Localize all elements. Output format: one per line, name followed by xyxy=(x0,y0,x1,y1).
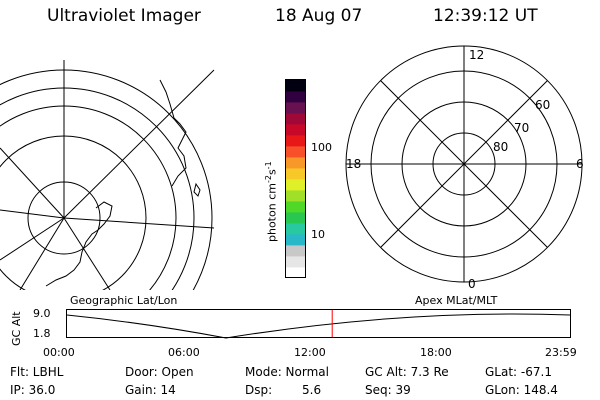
observation-date: 18 Aug 07 xyxy=(275,6,363,26)
colorbar-swatch xyxy=(285,234,306,246)
colorbar-tick-100: 100 xyxy=(311,141,332,154)
mlat-label-80: 80 xyxy=(493,140,508,154)
timeline-frame xyxy=(66,309,571,338)
colorbar-swatch xyxy=(285,223,306,235)
mlt-label-18: 18 xyxy=(346,157,361,171)
glat-status: GLat: -67.1 xyxy=(485,365,552,379)
meridian-line xyxy=(63,69,215,219)
colorbar-swatch xyxy=(285,80,306,92)
colorbar-swatch xyxy=(285,201,306,213)
coastline xyxy=(45,201,113,287)
dsp-value: 5.6 xyxy=(302,383,322,397)
colorbar-swatch xyxy=(285,190,306,202)
meridian-line xyxy=(63,217,111,290)
meridian-line xyxy=(63,217,215,229)
unit-mid: s xyxy=(265,169,279,176)
mlt-label-12: 12 xyxy=(469,48,484,62)
orbit-altitude-curve xyxy=(66,313,571,339)
colorbar-swatch xyxy=(285,212,306,224)
colorbar-swatch xyxy=(285,179,306,191)
dsp-label: Dsp: xyxy=(245,383,273,397)
mlt-label-0: 0 xyxy=(468,277,476,290)
meridian-line xyxy=(0,147,65,219)
timeline-y-tick-max: 9.0 xyxy=(33,307,51,320)
magnetic-panel-label: Apex MLat/MLT xyxy=(415,294,498,307)
colorbar-swatch xyxy=(285,124,306,136)
unit-exponent: -2 xyxy=(264,175,273,184)
colorbar-swatch xyxy=(285,146,306,158)
unit-base: photon cm xyxy=(265,183,279,242)
meridian-line xyxy=(0,209,65,219)
colorbar xyxy=(285,79,306,279)
mlat-label-60: 60 xyxy=(535,98,550,112)
altitude-timeline xyxy=(66,309,571,339)
colorbar-tick-10: 10 xyxy=(311,228,325,241)
timeline-x-tick: 23:59 xyxy=(545,346,577,359)
colorbar-swatch xyxy=(285,113,306,125)
glon-status: GLon: 148.4 xyxy=(485,383,558,397)
colorbar-swatch xyxy=(285,135,306,147)
door-status: Door: Open xyxy=(125,365,194,379)
timeline-x-tick: 18:00 xyxy=(420,346,452,359)
timeline-y-axis-label: GC Alt xyxy=(10,311,23,346)
colorbar-swatch xyxy=(285,91,306,103)
mlat-mlt-polar-grid: 12 18 6 0 60 70 80 xyxy=(345,45,584,290)
seq-status: Seq: 39 xyxy=(365,383,411,397)
colorbar-swatch xyxy=(285,256,306,268)
ip-status: IP: 36.0 xyxy=(10,383,56,397)
colorbar-swatch xyxy=(285,168,306,180)
timeline-x-tick: 12:00 xyxy=(294,346,326,359)
coastline xyxy=(159,79,187,187)
meridian-line xyxy=(0,217,65,261)
timeline-x-tick: 06:00 xyxy=(168,346,200,359)
gain-status: Gain: 14 xyxy=(125,383,176,397)
colorbar-unit-label: photon cm-2s-1 xyxy=(264,161,279,242)
colorbar-swatch xyxy=(285,157,306,169)
gc-alt-status: GC Alt: 7.3 Re xyxy=(365,365,449,379)
unit-exponent: -1 xyxy=(264,161,273,170)
geographic-panel-label: Geographic Lat/Lon xyxy=(70,294,178,307)
mlt-diagonal-line xyxy=(380,80,548,248)
instrument-title: Ultraviolet Imager xyxy=(47,6,201,26)
island-outline xyxy=(193,182,201,197)
timeline-x-tick: 00:00 xyxy=(43,346,75,359)
meridian-line xyxy=(19,217,65,290)
mlt-label-6: 6 xyxy=(576,157,584,171)
geographic-map xyxy=(0,60,215,290)
mode-status: Mode: Normal xyxy=(245,365,329,379)
colorbar-swatch xyxy=(285,267,306,279)
colorbar-swatch xyxy=(285,102,306,114)
filter-status: Flt: LBHL xyxy=(10,365,64,379)
observation-time: 12:39:12 UT xyxy=(433,6,538,26)
mlat-label-70: 70 xyxy=(514,121,529,135)
colorbar-swatch xyxy=(285,245,306,257)
timeline-y-tick-min: 1.8 xyxy=(33,327,51,340)
